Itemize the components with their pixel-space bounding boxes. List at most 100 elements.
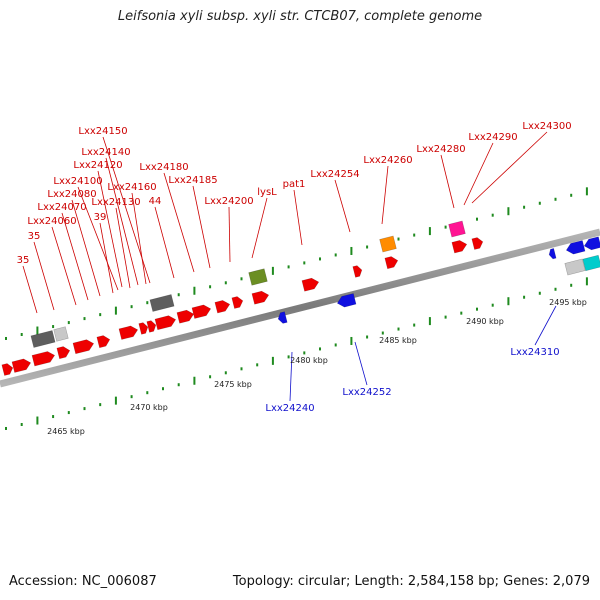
- lower-tick: [224, 371, 227, 375]
- lower-tick: [36, 416, 39, 425]
- accession-text: Accession: NC_006087: [9, 574, 157, 589]
- upper-tick: [193, 286, 196, 295]
- gene-label: Lxx24185: [168, 175, 217, 186]
- lower-tick: [491, 303, 494, 307]
- lower-tick-track: [5, 277, 588, 430]
- lower-tick: [319, 347, 321, 351]
- gene-label: Lxx24280: [416, 144, 465, 155]
- upper-tick: [350, 246, 353, 255]
- forward-gene-arrow: [214, 300, 231, 314]
- lower-tick: [570, 283, 573, 287]
- forward-gene-arrow: [96, 335, 111, 349]
- gene-label: Lxx24160: [107, 182, 156, 193]
- dark-feature: [30, 330, 56, 348]
- upper-tick: [570, 193, 573, 197]
- lower-tick: [271, 356, 274, 365]
- upper-tick: [271, 266, 274, 275]
- scale-label: 2480 kbp: [290, 356, 328, 365]
- forward-gene-arrow: [176, 309, 195, 324]
- genome-backbone: [0, 228, 600, 388]
- lower-tick: [52, 415, 55, 419]
- scale-label: 2485 kbp: [379, 336, 417, 345]
- lower-tick: [99, 403, 102, 407]
- upper-tick: [507, 207, 510, 216]
- lower-tick: [193, 376, 196, 385]
- lower-tick: [366, 335, 369, 339]
- lower-tick: [397, 327, 400, 331]
- upper-tick: [240, 277, 243, 281]
- upper-tick: [36, 326, 39, 335]
- label-leader-line: [251, 197, 268, 259]
- forward-gene-arrow: [231, 296, 244, 309]
- label-leader-line: [33, 241, 55, 311]
- label-leader-line: [192, 185, 211, 269]
- forward-gene-arrow: [191, 304, 212, 319]
- label-leader-line: [77, 186, 119, 291]
- label-leader-line: [131, 192, 147, 285]
- gene-features: [1, 220, 600, 376]
- upper-tick: [538, 201, 541, 205]
- label-leader-line: [293, 189, 303, 246]
- gene-label: Lxx24290: [468, 132, 517, 143]
- upper-tick: [20, 333, 23, 337]
- upper-tick: [554, 197, 557, 201]
- upper-tick: [130, 305, 133, 309]
- gene-label: 35: [17, 255, 30, 266]
- lower-tick: [428, 317, 431, 326]
- gene-label: Lxx24060: [27, 216, 76, 227]
- lower-tick: [177, 383, 180, 387]
- reverse-gene-arrow: [565, 240, 586, 255]
- upper-tick: [334, 253, 337, 257]
- lower-tick: [507, 297, 510, 306]
- lower-tick: [256, 363, 259, 367]
- forward-gene-arrow: [146, 320, 157, 333]
- forward-gene-arrow: [301, 277, 320, 292]
- gene-label: Lxx24130: [91, 197, 140, 208]
- reverse-gene-arrow: [583, 236, 600, 251]
- lower-tick: [209, 375, 212, 379]
- gene-label: Lxx24100: [53, 176, 102, 187]
- scale-label: 2465 kbp: [47, 427, 85, 436]
- lower-tick: [381, 331, 384, 335]
- upper-tick: [523, 205, 526, 209]
- gray-feature: [564, 258, 586, 276]
- lower-tick: [20, 423, 23, 427]
- gene-label: Lxx24252: [342, 387, 391, 398]
- upper-tick: [114, 306, 117, 315]
- lower-tick: [444, 315, 447, 319]
- lower-tick: [162, 387, 164, 391]
- label-leader-line: [97, 170, 123, 288]
- lower-tick: [5, 426, 7, 430]
- upper-tick: [99, 313, 102, 317]
- label-leader-line: [105, 157, 139, 286]
- label-leader-lines: [22, 131, 557, 402]
- gene-label: Lxx24310: [510, 347, 559, 358]
- upper-tick: [83, 317, 86, 321]
- label-leader-line: [22, 265, 38, 314]
- lower-tick: [114, 396, 117, 405]
- gene-label: Lxx24300: [522, 121, 571, 132]
- upper-tick: [52, 325, 55, 329]
- label-leader-line: [51, 226, 77, 306]
- forward-gene-arrow: [11, 358, 32, 373]
- label-leader-line: [534, 305, 557, 346]
- gene-label: Lxx24080: [47, 189, 96, 200]
- lower-tick: [538, 291, 541, 295]
- forward-gene-arrow: [154, 315, 177, 331]
- lower-tick: [287, 355, 290, 359]
- gray-feature: [53, 326, 69, 342]
- upper-tick: [444, 225, 447, 229]
- lower-tick: [130, 395, 133, 399]
- olive-feature: [248, 268, 268, 286]
- map-title: Leifsonia xyli subsp. xyli str. CTCB07, …: [117, 9, 483, 24]
- lower-tick: [334, 343, 337, 347]
- label-leader-line: [381, 165, 389, 225]
- gene-label: Lxx24180: [139, 162, 188, 173]
- label-leader-line: [61, 212, 89, 301]
- lower-tick: [240, 367, 243, 371]
- forward-gene-arrow: [72, 339, 95, 355]
- label-leader-line: [440, 154, 455, 209]
- gene-labels: 35 35 Lxx24060 Lxx24070 Lxx24080 39 Lxx24100 Lx…: [17, 121, 587, 436]
- upper-tick: [397, 237, 400, 241]
- label-leader-line: [228, 206, 231, 263]
